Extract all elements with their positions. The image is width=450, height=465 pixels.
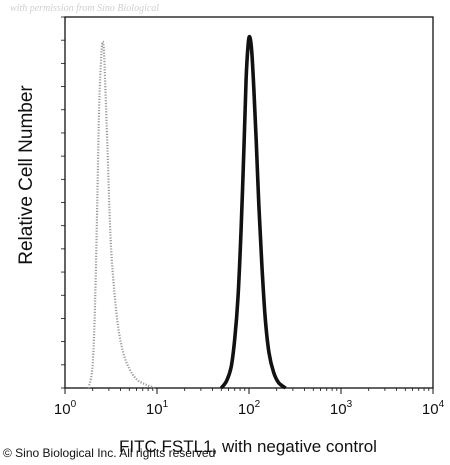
- x-axis-ticks: [64, 388, 434, 394]
- x-tick-label: 104: [421, 399, 445, 418]
- y-axis-label: Relative Cell Number: [16, 85, 37, 265]
- x-tick-label: 102: [237, 399, 261, 418]
- x-tick-base: 10: [329, 401, 347, 418]
- negative-control-histogram: [87, 40, 156, 390]
- fstl1-histogram: [219, 34, 287, 390]
- x-tick-exponent: 0: [70, 399, 77, 410]
- x-tick-base: 10: [421, 401, 439, 418]
- x-tick-base: 10: [145, 401, 163, 418]
- x-tick-exponent: 2: [254, 399, 261, 410]
- x-tick-base: 10: [53, 401, 71, 418]
- x-tick-exponent: 3: [346, 399, 353, 410]
- plot-frame: [64, 16, 434, 389]
- x-tick-label: 100: [53, 399, 77, 418]
- x-tick-exponent: 4: [438, 399, 445, 410]
- series-group: [87, 34, 287, 390]
- x-axis-label: FITC FSTL1, with negative control: [119, 437, 377, 456]
- x-tick-label: 101: [145, 399, 169, 418]
- watermark-text: with permission from Sino Biological: [10, 3, 160, 14]
- y-axis-ticks: [61, 16, 65, 389]
- x-tick-exponent: 1: [162, 399, 169, 410]
- x-tick-label: 103: [329, 399, 353, 418]
- copyright-text: © Sino Biological Inc. All rights reserv…: [3, 446, 216, 460]
- x-tick-base: 10: [237, 401, 255, 418]
